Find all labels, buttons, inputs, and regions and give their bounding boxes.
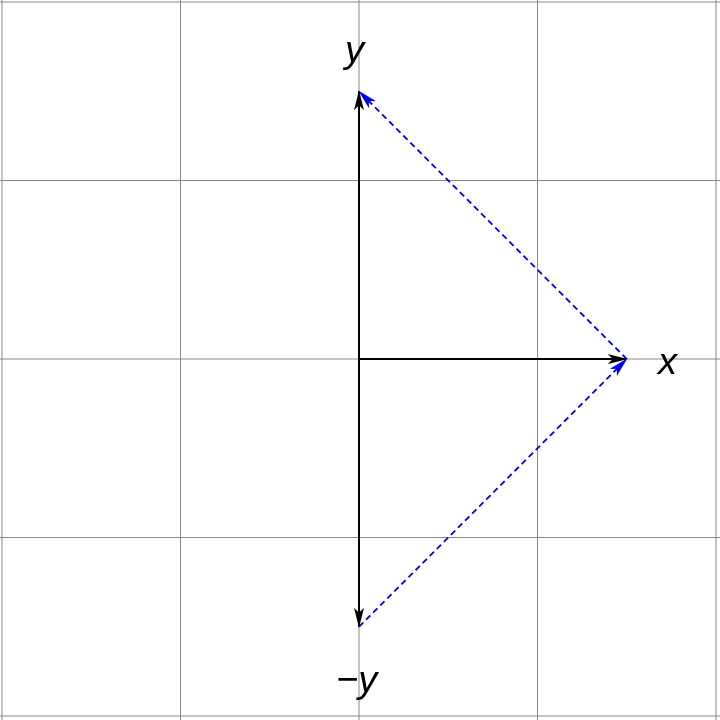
vectors	[354, 90, 628, 628]
vector-neg-y-to-x-arrow	[358, 358, 628, 628]
y-axis-label: y	[342, 29, 366, 71]
neg-y-axis-label: −y	[336, 659, 379, 701]
x-axis-label: x	[656, 341, 679, 383]
vector-x-to-y-arrow	[358, 90, 628, 360]
